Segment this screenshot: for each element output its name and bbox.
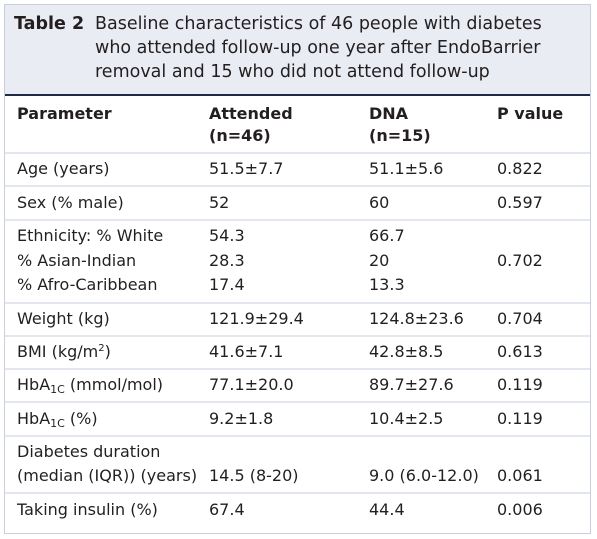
table-body [5, 96, 590, 533]
hba1c-label: HbA [17, 375, 51, 394]
caption-text: Baseline characteristics of 46 people wi… [95, 14, 542, 82]
row-weight-pvalue: 0.704 [497, 309, 543, 328]
bmi-label: BMI (kg/m [17, 342, 99, 361]
row-hba1c-pct-attended: 9.2±1.8 [209, 409, 274, 428]
row-ethnicity-white-dna: 66.7 [369, 226, 405, 245]
row-divider [5, 368, 590, 370]
header-top-rule [5, 94, 590, 96]
hba1c-unit: (%) [64, 409, 98, 428]
row-sex-dna: 60 [369, 193, 390, 212]
row-insulin-attended: 67.4 [209, 500, 245, 519]
row-divider [5, 152, 590, 154]
row-divider [5, 335, 590, 337]
row-weight-dna: 124.8±23.6 [369, 309, 464, 328]
row-insulin-dna: 44.4 [369, 500, 405, 519]
header-attended-n: (n=46) [209, 126, 271, 145]
row-divider [5, 219, 590, 221]
row-age-dna: 51.1±5.6 [369, 159, 444, 178]
bmi-superscript: 2 [98, 343, 105, 354]
table-label: Table 2 [14, 14, 85, 34]
row-ethnicity-asian-parameter: % Asian-Indian [17, 251, 137, 270]
row-duration-attended: 14.5 (8-20) [209, 466, 299, 485]
row-ethnicity-pvalue: 0.702 [497, 251, 543, 270]
row-divider [5, 302, 590, 304]
row-insulin-pvalue: 0.006 [497, 500, 543, 519]
hba1c-subscript: 1C [50, 417, 65, 430]
row-sex-attended: 52 [209, 193, 230, 212]
row-bmi-parameter: BMI (kg/m2) [17, 340, 111, 364]
hba1c-subscript: 1C [50, 383, 65, 396]
row-sex-pvalue: 0.597 [497, 193, 543, 212]
row-ethnicity-white-attended: 54.3 [209, 226, 245, 245]
row-ethnicity-white-parameter: Ethnicity: % White [17, 226, 164, 245]
row-hba1c-pct-pvalue: 0.119 [497, 409, 543, 428]
bmi-label-close: ) [104, 342, 111, 361]
row-ethnicity-asian-dna: 20 [369, 251, 390, 270]
header-pvalue: P value [497, 104, 564, 123]
row-bmi-pvalue: 0.613 [497, 342, 543, 361]
row-hba1c-pct-dna: 10.4±2.5 [369, 409, 444, 428]
row-divider [5, 435, 590, 437]
row-hba1c-mmol-dna: 89.7±27.6 [369, 375, 454, 394]
row-bmi-attended: 41.6±7.1 [209, 342, 284, 361]
row-ethnicity-afro-dna: 13.3 [369, 275, 405, 294]
row-hba1c-mmol-attended: 77.1±20.0 [209, 375, 294, 394]
row-age-pvalue: 0.822 [497, 159, 543, 178]
row-hba1c-pct-parameter: HbA1C (%) [17, 407, 98, 431]
row-duration-pvalue: 0.061 [497, 466, 543, 485]
row-weight-attended: 121.9±29.4 [209, 309, 304, 328]
header-dna-n: (n=15) [369, 126, 431, 145]
row-hba1c-mmol-parameter: HbA1C (mmol/mol) [17, 373, 163, 397]
row-age-parameter: Age (years) [17, 159, 110, 178]
row-age-attended: 51.5±7.7 [209, 159, 284, 178]
row-divider [5, 401, 590, 403]
row-divider [5, 492, 590, 494]
row-duration-dna: 9.0 (6.0-12.0) [369, 466, 479, 485]
row-hba1c-mmol-pvalue: 0.119 [497, 375, 543, 394]
header-parameter: Parameter [17, 104, 112, 123]
row-ethnicity-afro-attended: 17.4 [209, 275, 245, 294]
row-bmi-dna: 42.8±8.5 [369, 342, 444, 361]
hba1c-label: HbA [17, 409, 51, 428]
row-insulin-parameter: Taking insulin (%) [17, 500, 158, 519]
row-ethnicity-afro-parameter: % Afro-Caribbean [17, 275, 158, 294]
row-duration-parameter-line2: (median (IQR)) (years) [17, 466, 198, 485]
header-attended: Attended [209, 104, 293, 123]
hba1c-unit: (mmol/mol) [64, 375, 164, 394]
row-ethnicity-asian-attended: 28.3 [209, 251, 245, 270]
row-duration-parameter-line1: Diabetes duration [17, 442, 161, 461]
row-weight-parameter: Weight (kg) [17, 309, 110, 328]
header-dna: DNA [369, 104, 409, 123]
row-sex-parameter: Sex (% male) [17, 193, 124, 212]
row-divider [5, 185, 590, 187]
